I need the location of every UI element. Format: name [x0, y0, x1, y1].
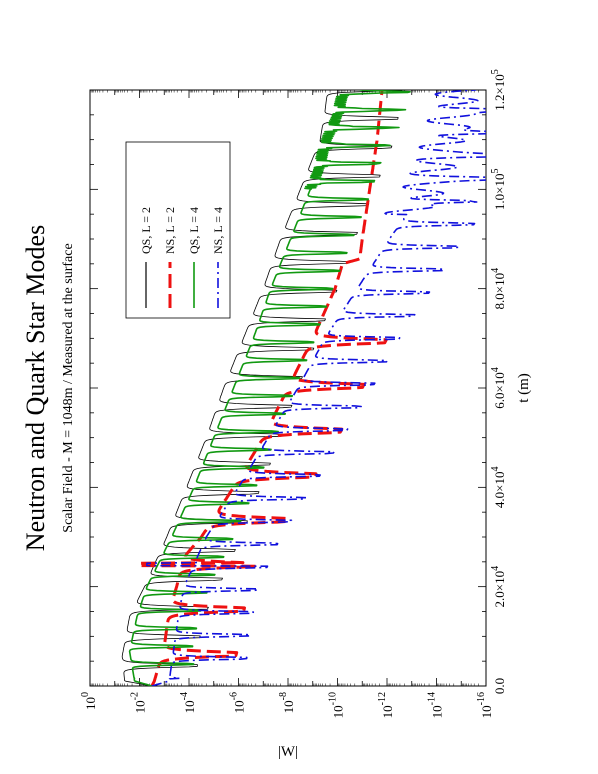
legend-label: NS, L = 4	[211, 207, 225, 254]
chart-subtitle: Scalar Field - M = 1048m / Measured at t…	[61, 243, 76, 532]
x-axis-label: t (m)	[516, 373, 532, 403]
y-tick-label: 10-8	[278, 692, 296, 713]
chart-title: Neutron and Quark Star Modes	[21, 225, 50, 551]
x-tick-label: 8.0×104	[490, 268, 507, 310]
legend-box	[125, 141, 231, 319]
x-tick-label: 0.0	[492, 678, 507, 694]
series-line-2	[138, 90, 388, 686]
y-tick-label: 10-6	[229, 692, 247, 713]
x-tick-labels: 0.0 2.0×104 4.0×104 6.0×104 8.0×104 1.0×105 1.…	[490, 69, 507, 694]
x-tick-label: 4.0×104	[490, 467, 507, 509]
y-tick-label: 10-14	[427, 692, 445, 718]
y-tick-labels: 100 10-2 10-4 10-6 10-8 10-10 10-12 10-14 10-16	[80, 692, 494, 718]
x-tick-label: 1.2×105	[490, 69, 507, 111]
y-tick-label: 10-2	[130, 692, 148, 713]
legend-label: QS, L = 2	[139, 207, 153, 254]
y-tick-label: 100	[80, 692, 98, 710]
x-tick-label: 2.0×104	[490, 566, 507, 608]
x-tick-label: 1.0×105	[490, 169, 507, 211]
tick-marks	[89, 89, 487, 687]
series-line-3	[128, 90, 411, 686]
legend-label: NS, L = 2	[163, 207, 177, 254]
series-line-1	[121, 90, 403, 686]
legend-label: QS, L = 4	[187, 207, 201, 254]
y-tick-label: 10-16	[476, 692, 494, 718]
x-tick-label: 6.0×104	[490, 367, 507, 409]
y-tick-label: 10-12	[377, 692, 395, 718]
y-tick-label: 10-4	[179, 692, 197, 713]
series-line-4	[146, 90, 486, 686]
y-axis-label: |W|	[278, 744, 298, 760]
y-tick-label: 10-10	[328, 692, 346, 718]
legend: QS, L = 2 NS, L = 2 QS, L = 4 NS, L = 4	[125, 141, 231, 319]
series-layer	[121, 90, 486, 686]
